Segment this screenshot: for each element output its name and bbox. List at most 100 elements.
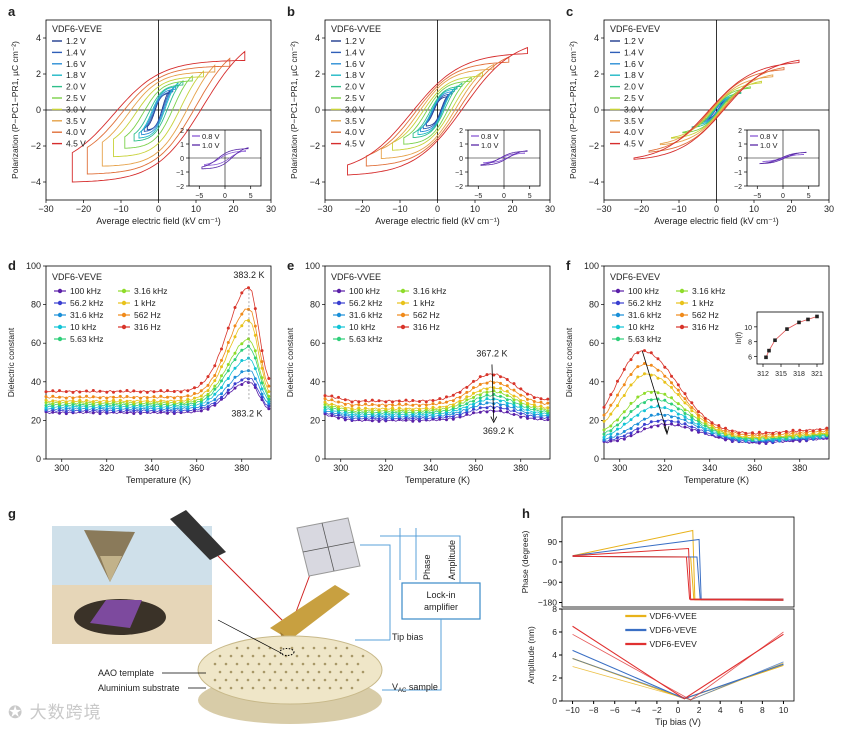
hysteresis-loop: [71, 50, 246, 183]
legend-label: 316 Hz: [692, 322, 719, 332]
x-tick-label: 340: [144, 463, 159, 473]
data-point: [233, 306, 237, 309]
data-point: [636, 395, 640, 399]
data-point: [778, 431, 781, 435]
legend-marker: [679, 288, 685, 294]
data-point: [730, 429, 734, 433]
legend-label: 56.2 kHz: [628, 298, 662, 308]
pore: [295, 670, 299, 674]
data-point: [71, 390, 75, 394]
pore: [251, 670, 255, 674]
inset-point: [806, 317, 810, 322]
data-point: [323, 397, 327, 401]
data-point: [213, 387, 217, 391]
data-point: [622, 437, 626, 441]
dielectric-curve: [603, 350, 827, 435]
data-point: [616, 418, 619, 422]
pore: [350, 686, 354, 690]
pore: [218, 686, 222, 690]
data-point: [112, 406, 115, 410]
pore: [273, 654, 277, 658]
data-point: [253, 377, 257, 381]
y-tick-label: 0: [459, 156, 463, 163]
data-point: [431, 405, 435, 409]
data-point: [91, 411, 95, 415]
data-point: [656, 419, 660, 423]
data-point: [193, 402, 196, 406]
y-tick-label: 60: [31, 338, 41, 348]
y-tick-label: 0: [180, 156, 184, 163]
data-point: [465, 390, 469, 394]
x-tick-label: 320: [99, 463, 114, 473]
data-point: [139, 404, 142, 408]
data-point: [260, 360, 264, 364]
data-point: [485, 387, 489, 391]
data-point: [649, 425, 653, 429]
data-point: [465, 402, 469, 406]
data-point: [337, 395, 340, 399]
data-point: [656, 391, 660, 395]
data-point: [472, 386, 475, 390]
data-point: [445, 405, 448, 409]
data-point: [418, 417, 421, 421]
x-tick-label: 5: [528, 193, 532, 200]
data-point: [622, 416, 626, 420]
x-tick-label: 380: [513, 463, 528, 473]
x-tick-label: 380: [792, 463, 807, 473]
data-point: [445, 400, 448, 404]
panel-letter-f: f: [566, 258, 571, 273]
data-point: [267, 407, 271, 411]
data-point: [267, 390, 271, 394]
data-point: [676, 383, 680, 387]
data-point: [492, 373, 496, 377]
legend-label: 1 kHz: [692, 298, 714, 308]
panel-title: VDF6-VEVE: [52, 272, 102, 282]
data-point: [193, 392, 196, 395]
data-point: [206, 389, 210, 393]
data-point: [526, 416, 529, 420]
legend-label: 4.0 V: [66, 127, 86, 137]
data-point: [609, 429, 613, 433]
data-point: [226, 341, 230, 344]
data-point: [622, 410, 626, 414]
data-point: [179, 390, 183, 394]
x-tick-label: 4: [718, 705, 723, 715]
data-point: [350, 404, 354, 408]
data-point: [526, 414, 529, 418]
data-point: [139, 407, 142, 411]
data-point: [676, 402, 680, 406]
annotation: 367.2 K: [476, 349, 507, 359]
data-point: [384, 404, 388, 408]
inset-legend-label: 1.0 V: [481, 141, 499, 150]
legend-label: 1 kHz: [134, 298, 156, 308]
data-point: [663, 380, 667, 384]
lockin-box: [401, 582, 481, 620]
data-point: [58, 395, 61, 399]
data-point: [424, 403, 428, 407]
data-point: [260, 395, 264, 399]
pore: [317, 686, 321, 690]
pore: [268, 662, 272, 666]
x-tick-label: 312: [757, 371, 769, 378]
y-tick-label: 80: [31, 300, 41, 310]
y-tick-label: −4: [589, 177, 599, 187]
data-point: [139, 400, 142, 404]
data-point: [145, 403, 149, 406]
pore: [339, 686, 343, 690]
data-point: [220, 386, 223, 390]
amplitude-curve: [572, 631, 784, 701]
data-point: [260, 387, 264, 391]
data-point: [404, 418, 408, 422]
data-point: [186, 403, 190, 406]
pore: [301, 646, 305, 650]
data-point: [519, 393, 523, 397]
inset-plot: −5 0 5 −2 −1 0 1 2 0.8 V1.0 V: [455, 128, 541, 200]
data-point: [253, 333, 257, 337]
data-point: [112, 408, 115, 412]
legend-label: 2.5 V: [624, 93, 644, 103]
data-point: [519, 405, 523, 409]
hysteresis-loop: [86, 57, 231, 175]
